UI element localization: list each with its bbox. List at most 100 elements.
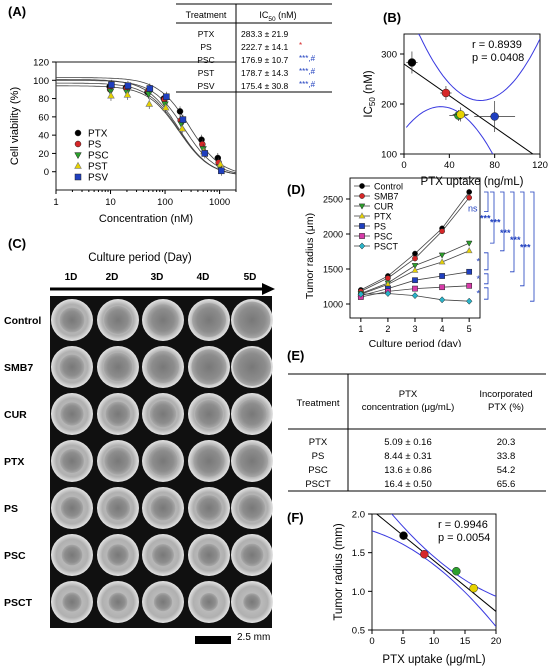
panel-d-legend-marker [359, 233, 365, 239]
panel-d-legend-marker [359, 193, 365, 199]
table-e-incorporated: 33.8 [497, 451, 516, 462]
panel-a-legend-marker [74, 161, 82, 169]
panel-d-y-tick-label: 1000 [323, 300, 343, 310]
table-e-header-inc-1: Incorporated [479, 389, 532, 400]
panel-c-day-label: 2D [106, 272, 119, 283]
panel-d-point [412, 277, 418, 284]
panel-a-point [201, 150, 209, 157]
panel-a-point [216, 160, 225, 168]
panel-d-point [439, 228, 445, 235]
panel-d-significance-label: *** [480, 214, 491, 224]
panel-f-x-axis-label: PTX uptake (μg/mL) [382, 654, 485, 666]
panel-c-spheroid [200, 593, 218, 611]
panel-d-point [438, 252, 446, 259]
panel-f-lower-confidence-band [372, 530, 496, 627]
panel-d-significance-bracket [500, 191, 505, 252]
panel-c-day-label: 4D [197, 272, 210, 283]
panel-d-point [412, 250, 418, 257]
panel-label-c: (C) [8, 236, 27, 251]
panel-b-data-point [406, 51, 418, 74]
panel-c-spheroid [147, 351, 179, 383]
panel-b-chart: 0 40 80 120 100 200 300 PTX uptake (ng/mL) IC50 … [363, 33, 548, 188]
panel-d-legend-label: PTX [374, 212, 392, 222]
table-e-treatment: PS [312, 451, 325, 462]
panel-d-chart: 1 2 3 4 5 1000 1500 2000 2500 Culture period (day… [304, 177, 535, 347]
panel-a-legend-marker [74, 173, 82, 181]
panel-c-spheroid [195, 400, 223, 428]
panel-a-point [176, 108, 184, 115]
panel-b-data-point [452, 107, 469, 122]
panel-c-row-label: PS [4, 503, 18, 515]
panel-d-point [411, 292, 419, 300]
panel-d-y-tick-label: 2000 [323, 230, 343, 240]
table-e-incorporated: 54.2 [497, 465, 516, 476]
panel-a-legend-marker [74, 140, 82, 148]
panel-c-row-label: Control [4, 315, 41, 327]
panel-d-legend-marker [358, 212, 366, 219]
panel-c-spheroid [60, 402, 84, 426]
panel-c-spheroid [236, 445, 268, 477]
panel-c-spheroid-grid: Culture period (Day) 1D 2D 3D 4D 5D Control SMB… [4, 252, 275, 628]
panel-a-fit-curve [56, 85, 237, 175]
panel-d-point [439, 273, 445, 279]
panel-c-row-label: PTX [4, 456, 24, 468]
ic50-table-value: 175.4 ± 30.8 [241, 81, 288, 91]
panel-d-point [465, 247, 473, 254]
panel-d-significance-label: *** [520, 243, 531, 253]
panel-c-spheroid [240, 543, 264, 567]
panel-b-p-value: p = 0.0408 [472, 52, 524, 64]
panel-d-x-tick-label: 1 [358, 324, 363, 334]
panel-c-spheroid [243, 593, 261, 611]
ic50-table: Treatment IC50 (nM) PTX 283.3 ± 21.9 PS 222… [176, 3, 332, 93]
scale-bar [195, 636, 231, 644]
panel-c-spheroid [233, 348, 271, 386]
panel-b-y-tick-label: 200 [381, 100, 397, 111]
panel-c-row-label: PSC [4, 550, 26, 562]
panel-f-y-axis-label: Tumor radius (mm) [333, 523, 345, 620]
ic50-table-treatment: PST [198, 68, 215, 78]
table-e-treatment: PSC [308, 465, 328, 476]
ic50-table-significance: ***,# [299, 54, 316, 63]
panel-d-point [411, 266, 419, 273]
panel-d-y-axis-label: Tumor radius (μm) [304, 213, 316, 299]
panel-d-legend-label: Control [374, 182, 403, 192]
panel-f-x-tick-label: 20 [491, 636, 502, 647]
panel-c-spheroid [197, 543, 221, 567]
panel-d-x-tick-label: 4 [440, 324, 445, 334]
panel-a-point [123, 90, 132, 98]
panel-d-point [466, 194, 473, 201]
panel-a-series-psv [108, 79, 225, 176]
panel-b-x-axis-label: PTX uptake (ng/mL) [421, 176, 524, 188]
panel-f-fit-line [375, 514, 496, 612]
panel-a-x-axis-label: Concentration (nM) [99, 213, 193, 225]
panel-c-spheroid [60, 449, 84, 473]
panel-c-day-label: 1D [65, 272, 78, 283]
panel-a-legend-label: PSV [88, 173, 108, 184]
panel-c-spheroid [149, 400, 177, 428]
panel-b-point-marker [490, 112, 499, 121]
panel-a-plot-frame [55, 61, 237, 191]
table-e-treatment: PTX [309, 437, 328, 448]
ic50-table-treatment: PSV [197, 81, 214, 91]
panel-a-point [106, 88, 115, 96]
panel-a-point [218, 167, 225, 175]
panel-a-chart: 1 10 100 1000 0 20 40 60 80 100 120 Concentration (… [9, 58, 237, 225]
panel-f-x-tick-label: 0 [369, 636, 374, 647]
table-e-concentration: 5.09 ± 0.16 [384, 437, 431, 448]
panel-d-point [385, 275, 391, 281]
panel-b-data-point [474, 101, 516, 132]
panel-d-point [465, 240, 473, 247]
panel-a-point [124, 82, 132, 90]
panel-a-y-tick-label: 60 [38, 112, 49, 123]
panel-b-fit-line [404, 63, 534, 154]
table-e-concentration: 13.6 ± 0.86 [384, 465, 431, 476]
table-e-header-treatment: Treatment [297, 398, 340, 409]
panel-d-point [438, 296, 446, 304]
panel-d-star-label: * [476, 274, 480, 284]
ic50-table-significance: ***,# [299, 80, 316, 89]
panel-c-spheroid [59, 354, 85, 380]
panel-a-point [179, 116, 187, 123]
panel-d-legend-label: PSC [374, 232, 393, 242]
panel-d-point [412, 285, 418, 292]
panel-d-significance-bracket [510, 191, 515, 273]
